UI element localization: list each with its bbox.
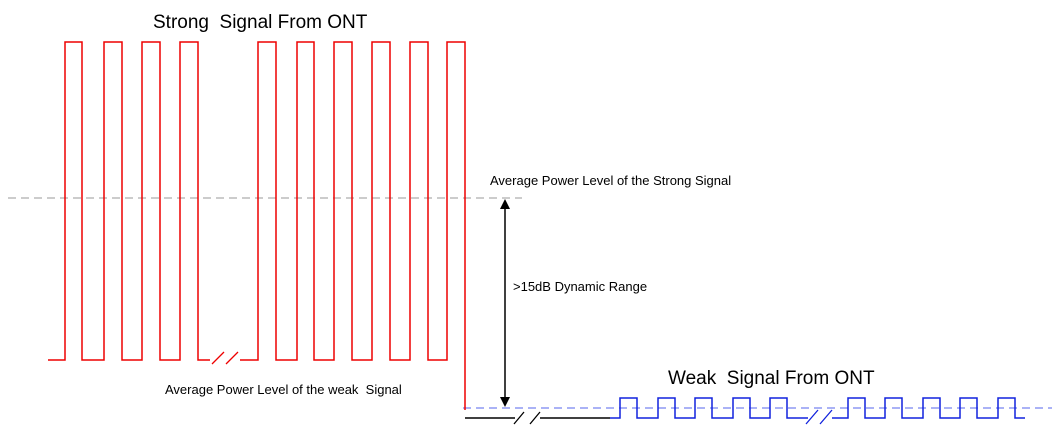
weak-title: Weak Signal From ONT [668, 368, 875, 389]
dynamic-range-label: >15dB Dynamic Range [513, 279, 647, 294]
strong-average-label: Average Power Level of the Strong Signal [490, 173, 731, 188]
strong-break [211, 351, 239, 365]
weak-break [805, 409, 833, 425]
strong-title: Strong Signal From ONT [153, 12, 368, 33]
black-break [513, 411, 541, 425]
weak-average-label: Average Power Level of the weak Signal [165, 382, 402, 397]
strong-signal [48, 41, 466, 410]
weak-signal [610, 397, 1025, 419]
